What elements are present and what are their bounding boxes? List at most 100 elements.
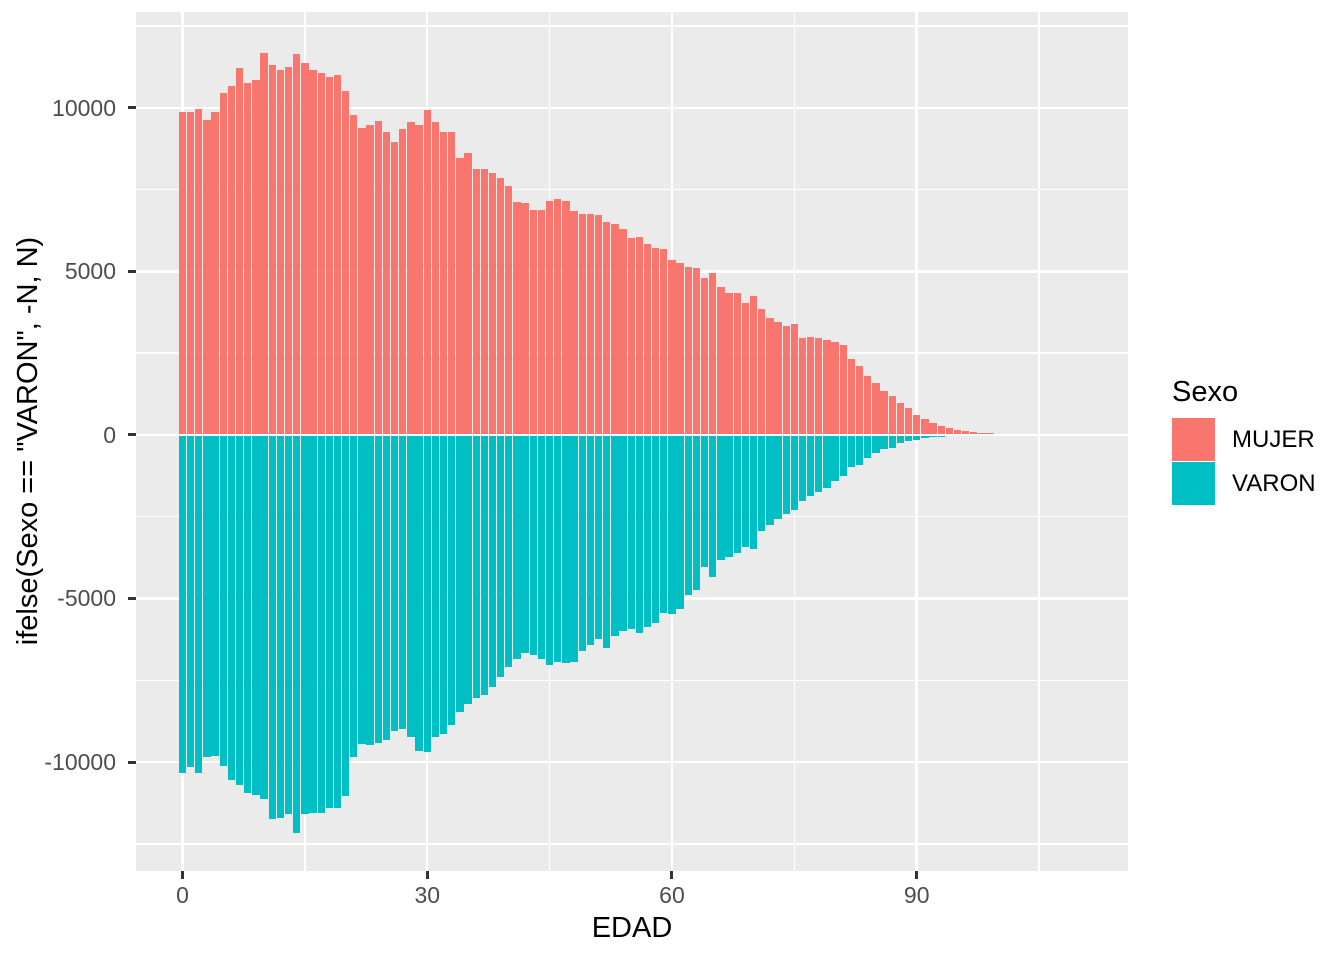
bar-mujer-age-13: [284, 67, 293, 435]
bar-varon-age-69: [741, 434, 750, 548]
bar-varon-age-78: [815, 434, 823, 492]
bar-varon-age-61: [676, 434, 684, 610]
bar-varon-age-17: [317, 434, 325, 813]
bar-mujer-age-23: [366, 124, 374, 435]
bar-mujer-age-26: [390, 141, 399, 435]
bar-varon-age-65: [709, 434, 717, 578]
bar-varon-age-84: [864, 434, 872, 459]
bar-varon-age-72: [766, 434, 774, 525]
bar-varon-age-67: [725, 434, 733, 557]
x-tick-label: 90: [903, 882, 930, 908]
y-tick-mark: [128, 269, 136, 273]
gridline-major-y: [136, 760, 1128, 764]
bar-varon-age-71: [758, 434, 766, 531]
bar-varon-age-62: [684, 434, 692, 595]
bar-varon-age-77: [806, 434, 815, 497]
gridline-minor-y: [136, 843, 1128, 845]
bar-mujer-age-30: [423, 109, 431, 435]
bar-mujer-age-75: [790, 324, 798, 435]
gridline-minor-y: [136, 679, 1128, 681]
bar-varon-age-79: [823, 434, 831, 489]
bar-varon-age-33: [448, 434, 456, 726]
bar-varon-age-68: [733, 434, 741, 553]
bar-varon-age-41: [513, 434, 521, 659]
bar-varon-age-15: [301, 434, 309, 814]
bar-varon-age-66: [717, 434, 725, 560]
bar-varon-age-64: [700, 434, 709, 568]
bar-varon-age-40: [505, 434, 513, 668]
bar-mujer-age-32: [439, 131, 448, 435]
bar-mujer-age-87: [888, 396, 896, 435]
bar-varon-age-53: [611, 434, 619, 637]
bar-mujer-age-90: [913, 415, 921, 435]
bar-varon-age-59: [660, 434, 668, 614]
bar-varon-age-74: [782, 434, 790, 515]
bar-varon-age-32: [439, 434, 448, 734]
gridline-minor-y: [136, 188, 1128, 191]
bar-mujer-age-93: [937, 425, 945, 435]
bar-mujer-age-79: [823, 339, 831, 435]
bar-mujer-age-10: [260, 53, 268, 435]
bar-mujer-age-39: [496, 177, 505, 435]
bar-varon-age-25: [382, 434, 391, 741]
bar-varon-age-29: [415, 434, 423, 751]
bar-varon-age-43: [529, 434, 537, 656]
bar-varon-age-18: [325, 434, 333, 809]
bar-varon-age-80: [831, 434, 839, 481]
bar-varon-age-50: [586, 434, 595, 645]
bar-varon-age-85: [872, 434, 880, 454]
bar-varon-age-73: [774, 434, 782, 520]
bar-varon-age-76: [798, 434, 807, 501]
bar-mujer-age-77: [806, 337, 815, 435]
bar-varon-age-49: [578, 434, 586, 651]
bar-mujer-age-92: [929, 422, 937, 435]
bar-mujer-age-45: [545, 200, 554, 435]
bar-mujer-age-55: [627, 238, 635, 435]
bar-varon-age-6: [227, 434, 236, 780]
y-tick-mark: [128, 106, 136, 110]
bar-mujer-age-11: [268, 65, 276, 435]
bar-varon-age-27: [399, 434, 407, 730]
bar-mujer-age-56: [635, 237, 643, 435]
bar-mujer-age-20: [341, 90, 350, 435]
bar-mujer-age-86: [880, 390, 888, 435]
bar-varon-age-89: [904, 434, 913, 442]
bar-varon-age-38: [488, 434, 497, 687]
bar-varon-age-19: [333, 434, 342, 809]
bar-varon-age-26: [390, 434, 399, 731]
bar-mujer-age-7: [235, 68, 244, 435]
x-tick-label: 60: [659, 882, 685, 908]
bar-mujer-age-36: [472, 169, 480, 435]
bar-mujer-age-37: [480, 169, 488, 435]
bar-varon-age-92: [929, 434, 937, 438]
bar-varon-age-75: [790, 434, 798, 510]
bar-mujer-age-9: [252, 79, 260, 435]
bar-mujer-age-19: [333, 74, 342, 435]
bar-mujer-age-61: [676, 263, 684, 435]
bar-mujer-age-83: [855, 366, 864, 435]
bar-mujer-age-8: [244, 83, 252, 435]
bar-mujer-age-70: [749, 296, 758, 435]
bar-varon-age-9: [252, 434, 260, 796]
bar-mujer-age-18: [325, 76, 333, 435]
bar-mujer-age-46: [554, 199, 562, 435]
x-tick-mark: [915, 871, 919, 879]
bar-mujer-age-21: [350, 114, 358, 435]
bar-mujer-age-6: [227, 86, 236, 435]
zero-baseline: [136, 433, 1128, 436]
y-tick-label: 5000: [64, 258, 116, 285]
bar-varon-age-39: [496, 434, 505, 677]
bar-mujer-age-60: [668, 260, 676, 435]
bar-mujer-age-50: [586, 214, 595, 435]
bar-varon-age-1: [186, 434, 195, 768]
bar-varon-age-45: [545, 434, 554, 665]
bar-mujer-age-41: [513, 201, 521, 435]
bar-varon-age-90: [913, 434, 921, 440]
bar-varon-age-28: [407, 434, 415, 737]
bar-mujer-age-48: [570, 210, 578, 435]
bar-mujer-age-27: [399, 129, 407, 435]
bar-mujer-age-2: [195, 108, 203, 435]
bar-varon-age-30: [423, 434, 431, 752]
bar-mujer-age-63: [692, 268, 701, 435]
